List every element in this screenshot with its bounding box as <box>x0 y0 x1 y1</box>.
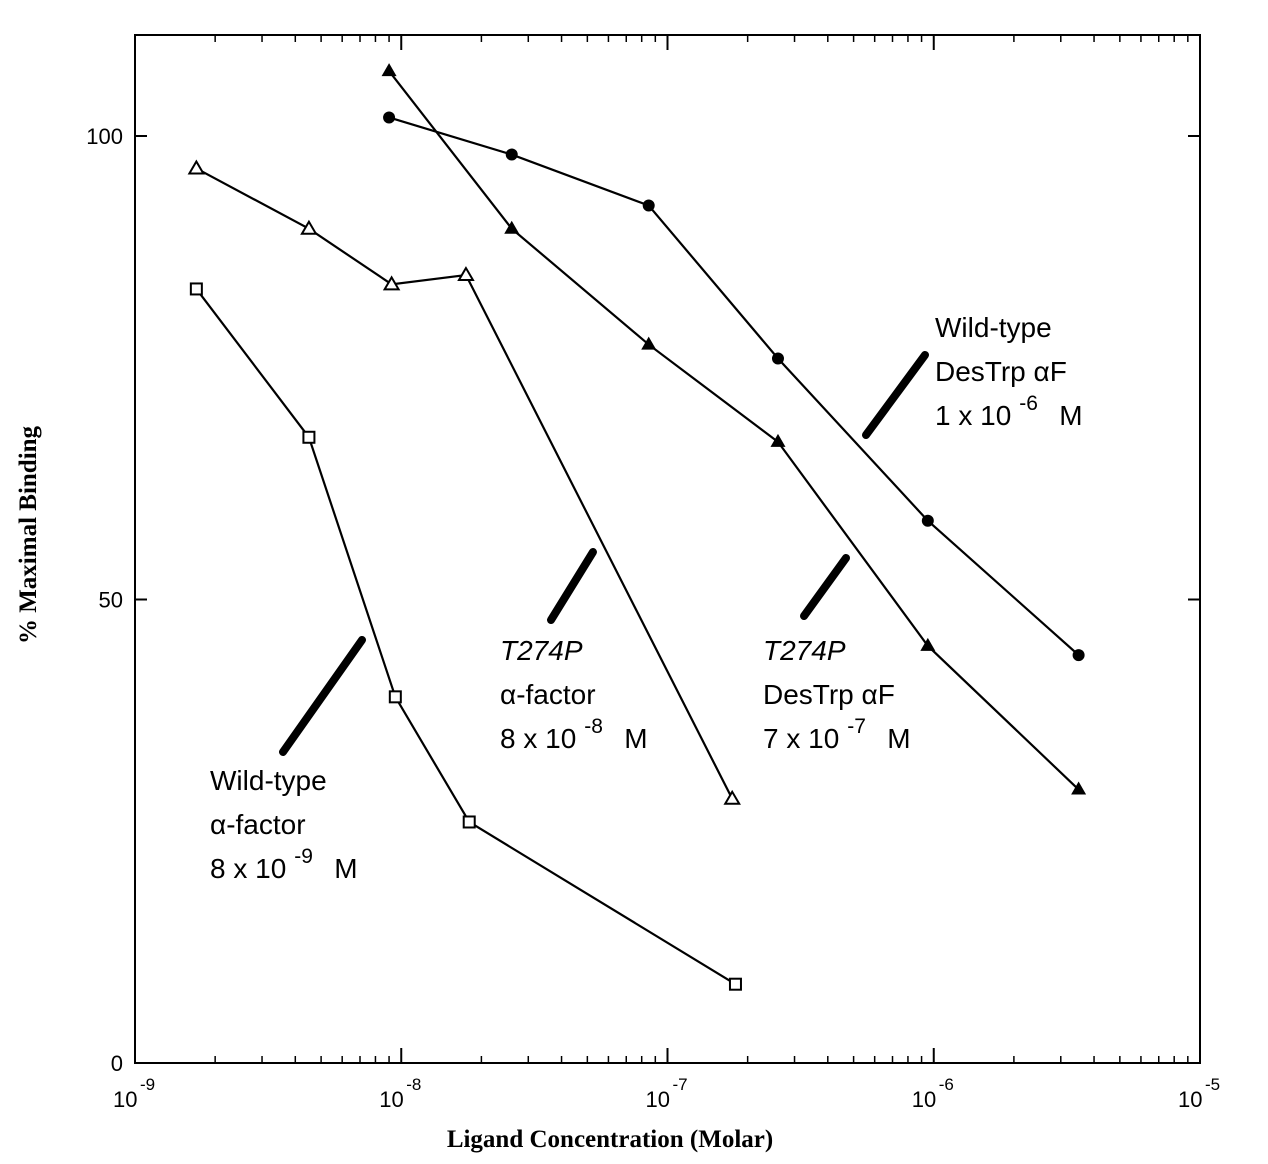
data-point <box>381 63 397 77</box>
series-line <box>388 70 1080 791</box>
annotation-line: T274P <box>763 635 846 666</box>
data-point <box>723 789 741 805</box>
annotation-pointer <box>547 548 597 624</box>
data-point <box>504 220 520 234</box>
data-point <box>921 514 934 527</box>
data-point <box>771 352 784 365</box>
annotation-pointer <box>800 554 850 620</box>
data-point <box>187 159 206 175</box>
annotation-line: α-factor <box>500 679 596 710</box>
data-point <box>920 637 936 651</box>
data-point <box>383 111 396 124</box>
x-tick-label: 10 <box>379 1087 403 1112</box>
y-axis-title: % Maximal Binding <box>15 425 42 644</box>
data-point <box>300 219 318 235</box>
series-line <box>195 167 734 800</box>
annotation-line: DesTrp αF <box>763 679 895 710</box>
y-tick-label: 100 <box>86 124 123 149</box>
x-tick-label-exponent: -9 <box>140 1075 155 1094</box>
x-tick-label: 10 <box>113 1087 137 1112</box>
annotation-pointer <box>279 636 366 756</box>
y-tick-labels: 0 50 100 <box>86 124 123 1076</box>
annotation-line: 1 x 10 <box>935 400 1011 431</box>
x-tick-label: 10 <box>1178 1087 1202 1112</box>
data-point <box>1071 781 1087 795</box>
data-point <box>388 690 402 704</box>
x-tick-label: 10 <box>646 1087 670 1112</box>
annotation-line: 8 x 10 <box>500 723 576 754</box>
series-2 <box>381 63 1087 795</box>
x-tick-label-exponent: -5 <box>1205 1075 1220 1094</box>
major-ticks <box>134 35 1201 1064</box>
series-3 <box>383 111 1085 662</box>
annotation-exponent: -6 <box>1019 392 1038 415</box>
data-point <box>457 266 475 282</box>
x-tick-labels: 10-910-810-710-610-5 <box>113 1075 1220 1112</box>
annotation-line: T274P <box>500 635 583 666</box>
annotation-3: Wild-type DesTrp αF 1 x 10 -6 M <box>935 312 1083 431</box>
y-tick-label: 0 <box>111 1051 123 1076</box>
minor-ticks <box>214 35 1189 1063</box>
annotation-line: Wild-type <box>210 765 327 796</box>
data-point <box>642 199 655 212</box>
plot-frame <box>134 34 1201 1064</box>
series-0 <box>189 282 742 991</box>
annotation-unit: M <box>334 853 357 884</box>
x-tick-label-exponent: -7 <box>673 1075 688 1094</box>
annotation-exponent: -9 <box>294 845 313 868</box>
x-axis-title: Ligand Concentration (Molar) <box>447 1126 773 1153</box>
annotation-exponent: -7 <box>847 715 866 738</box>
annotation-0: Wild-type α-factor 8 x 10 -9 M <box>210 765 358 884</box>
data-point <box>302 430 316 444</box>
annotation-unit: M <box>1059 400 1082 431</box>
annotation-line: 7 x 10 <box>763 723 839 754</box>
data-point <box>382 275 401 291</box>
annotation-line: 8 x 10 <box>210 853 286 884</box>
annotation-layer: Wild-type α-factor 8 x 10 -9 M T274P α-factor 8… <box>210 312 1083 884</box>
data-point <box>770 433 786 447</box>
data-point <box>641 336 657 350</box>
data-point <box>728 977 742 991</box>
annotation-line: Wild-type <box>935 312 1052 343</box>
annotation-pointers <box>279 351 929 756</box>
data-point <box>189 282 203 296</box>
annotation-pointer <box>862 351 929 439</box>
annotation-exponent: -8 <box>584 715 603 738</box>
annotation-1: T274P α-factor 8 x 10 -8 M <box>500 635 648 754</box>
data-point <box>505 148 518 161</box>
x-tick-label-exponent: -8 <box>406 1075 421 1094</box>
x-tick-label: 10 <box>912 1087 936 1112</box>
annotation-line: DesTrp αF <box>935 356 1067 387</box>
x-tick-label-exponent: -6 <box>939 1075 954 1094</box>
data-point <box>462 815 476 829</box>
annotation-2: T274P DesTrp αF 7 x 10 -7 M <box>763 635 911 754</box>
annotation-unit: M <box>887 723 910 754</box>
y-tick-label: 50 <box>99 588 123 613</box>
series-line <box>388 116 1080 656</box>
series-1 <box>187 159 741 805</box>
data-point <box>1072 649 1085 662</box>
series-layer <box>187 63 1087 991</box>
annotation-line: α-factor <box>210 809 306 840</box>
annotation-unit: M <box>624 723 647 754</box>
